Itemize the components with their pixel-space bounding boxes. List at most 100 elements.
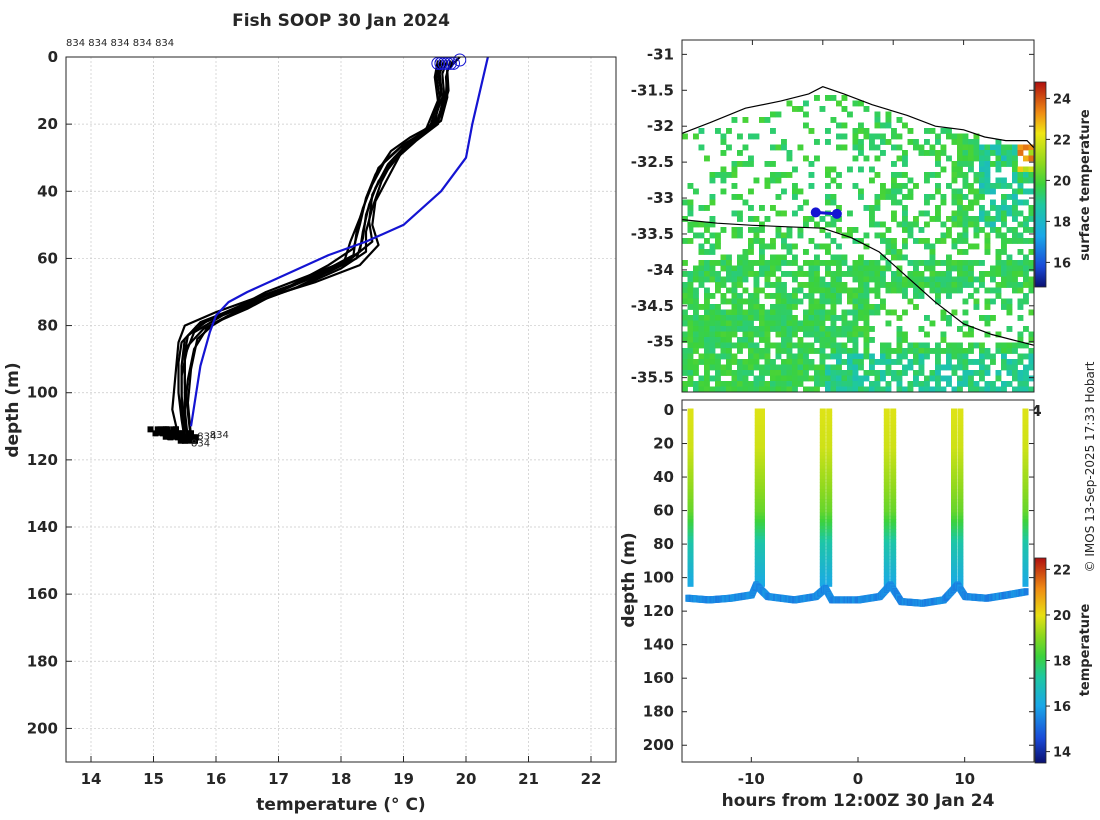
y-tick-label: 60 <box>37 249 58 267</box>
cast-sample <box>759 572 765 577</box>
sst-cell <box>880 133 886 140</box>
sst-cell <box>797 342 804 349</box>
sst-cell <box>731 282 738 288</box>
sst-cell <box>770 342 776 349</box>
sst-cell <box>825 260 831 266</box>
sst-cell <box>1012 227 1018 233</box>
sst-cell <box>775 144 782 151</box>
sst-cell <box>803 260 809 266</box>
cast-sample <box>883 499 890 504</box>
cast-sample <box>754 562 761 567</box>
sst-cell <box>792 194 798 200</box>
cast-sample <box>951 509 957 514</box>
sst-cell <box>869 287 875 294</box>
sst-cell <box>753 227 760 233</box>
sst-cell <box>847 232 853 239</box>
cast-sample <box>687 539 694 544</box>
sst-cell <box>935 133 941 140</box>
sst-cell <box>759 304 765 310</box>
sst-cell <box>896 271 903 277</box>
cast-sample <box>883 462 890 467</box>
sst-cell <box>951 161 958 167</box>
sst-cell <box>896 276 903 283</box>
sst-cell <box>748 205 754 211</box>
sst-cell <box>913 348 919 354</box>
sst-cell <box>841 133 848 140</box>
cast-sample <box>759 509 765 514</box>
sst-cell <box>1017 210 1024 217</box>
cast-sample <box>890 431 897 436</box>
sst-cell <box>1028 359 1034 365</box>
cast-sample <box>687 421 694 426</box>
section-y-tick-label: 200 <box>643 736 674 754</box>
cast-sample <box>826 556 833 561</box>
cast-sample <box>687 499 694 504</box>
sst-cell <box>863 205 870 211</box>
series-line-profile-1 <box>171 60 443 437</box>
sst-cell <box>814 331 820 338</box>
sst-cell <box>836 287 842 294</box>
sst-cell <box>742 287 749 294</box>
sst-cell <box>863 386 870 392</box>
sst-cell <box>1006 381 1013 387</box>
sst-cell <box>979 271 985 277</box>
sst-cell <box>962 364 969 371</box>
sst-cell <box>951 287 958 294</box>
sst-cell <box>1012 375 1018 382</box>
sst-cell <box>709 315 716 321</box>
sst-cell <box>1012 199 1018 206</box>
sst-cell <box>841 342 848 349</box>
sst-cell <box>858 287 864 294</box>
sst-cell <box>968 161 974 167</box>
cast-sample <box>883 452 890 457</box>
sst-cell <box>1028 353 1034 360</box>
sst-cell <box>726 298 732 305</box>
sst-cell <box>737 375 743 382</box>
sst-cell <box>737 161 743 167</box>
cast-sample <box>826 482 833 487</box>
cast-sample <box>883 535 890 540</box>
sst-cell <box>891 128 897 134</box>
cast-sample <box>754 455 761 460</box>
cast-sample <box>1022 478 1029 483</box>
sst-cell <box>726 342 732 349</box>
sst-cell <box>737 276 743 283</box>
sst-cell <box>715 309 721 316</box>
cast-sample <box>951 428 957 433</box>
sst-cell <box>1023 254 1029 261</box>
sst-cell <box>808 386 815 392</box>
sst-cell <box>896 386 903 392</box>
cast-sample <box>890 512 897 517</box>
sst-cell <box>792 364 798 371</box>
cast-sample <box>957 408 964 413</box>
sst-cell <box>687 183 694 189</box>
sst-cell <box>880 353 886 360</box>
sst-cell <box>1006 254 1013 261</box>
sst-cell <box>1017 304 1024 310</box>
sst-cell <box>698 144 705 151</box>
sst-cell <box>737 194 743 200</box>
cast-sample <box>883 495 890 500</box>
sst-cell <box>770 205 776 211</box>
sst-cell <box>902 337 908 343</box>
cast-sample <box>1022 532 1029 537</box>
sst-cell <box>935 348 941 354</box>
sst-cell <box>935 172 941 178</box>
cast-sample <box>819 515 826 520</box>
cast-sample <box>957 478 964 483</box>
cast-sample <box>759 582 765 587</box>
sst-cell <box>841 309 848 316</box>
sst-cell <box>687 238 694 244</box>
sst-cell <box>957 276 963 283</box>
sst-cell <box>715 315 721 321</box>
sst-cell <box>825 282 831 288</box>
cast-sample <box>883 425 890 430</box>
sst-cell <box>946 375 952 382</box>
sst-cell <box>902 238 908 244</box>
sst-cell <box>770 177 776 184</box>
sst-cell <box>874 276 881 283</box>
cast-sample <box>890 559 897 564</box>
y-tick-label: 180 <box>27 652 58 670</box>
bottom-marker <box>185 430 192 437</box>
